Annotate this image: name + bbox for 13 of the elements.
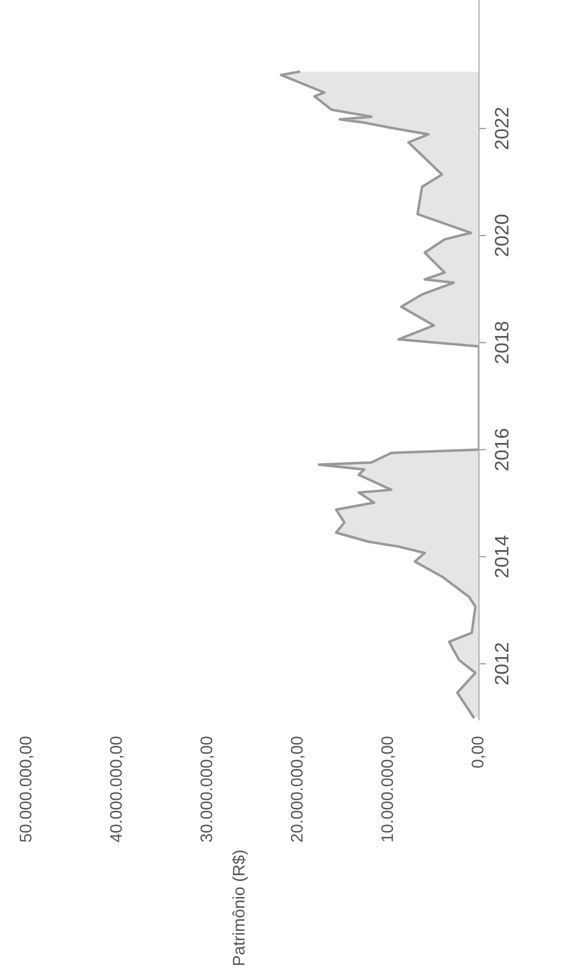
x-tick-label: 50.000.000,00 bbox=[20, 736, 34, 842]
y-tick-label: 2020 bbox=[494, 214, 509, 256]
y-tick-label: 2022 bbox=[494, 108, 509, 150]
y-tick-label: 2016 bbox=[494, 428, 509, 470]
x-tick-label: 10.000.000,00 bbox=[381, 736, 396, 842]
x-tick-label: 0,00 bbox=[472, 736, 486, 768]
x-tick-label: 30.000.000,00 bbox=[200, 736, 214, 842]
y-axis-title: Patrimônio (R$) bbox=[232, 850, 248, 965]
y-tick-label: 2014 bbox=[494, 536, 509, 578]
y-tick-label: 2018 bbox=[494, 322, 509, 364]
x-tick-label: 20.000.000,00 bbox=[290, 736, 305, 842]
x-tick-label: 40.000.000,00 bbox=[110, 736, 124, 842]
y-tick-label: 2012 bbox=[494, 643, 509, 684]
